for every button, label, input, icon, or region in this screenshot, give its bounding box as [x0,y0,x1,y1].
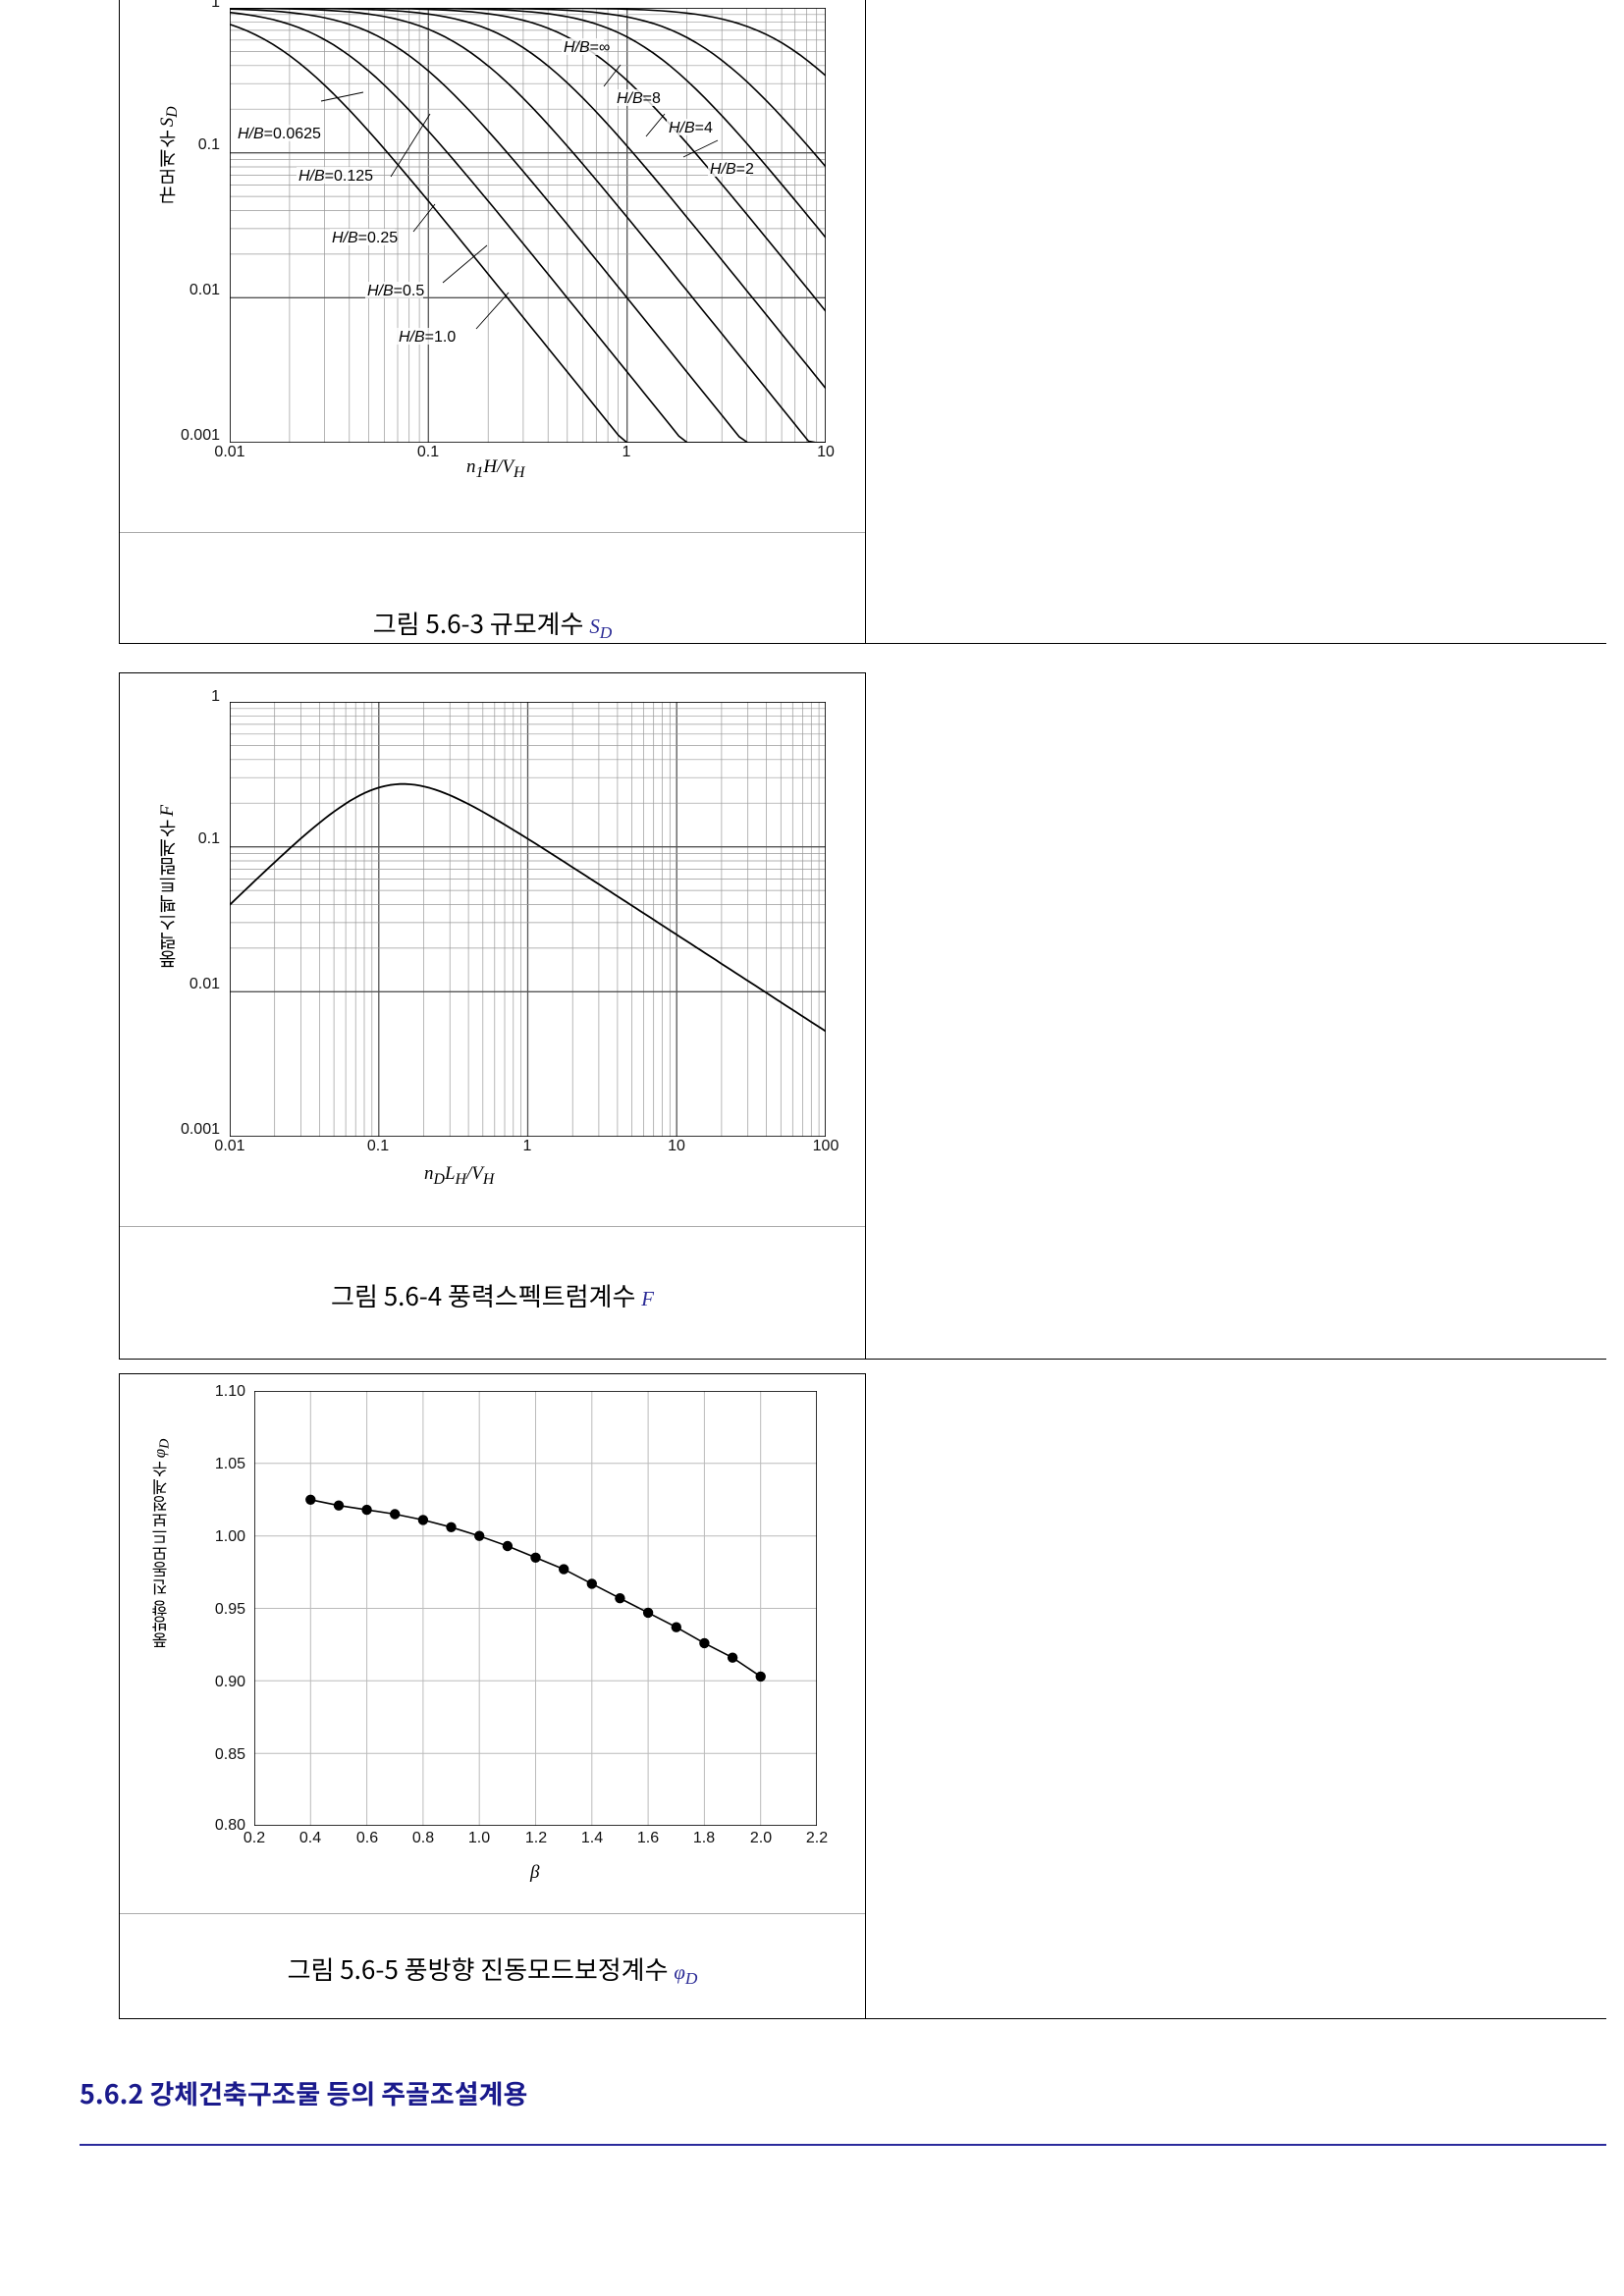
svg-text:H/B=∞: H/B=∞ [564,39,610,56]
svg-text:H/B=8: H/B=8 [617,90,661,107]
svg-text:H/B=2: H/B=2 [710,161,754,178]
svg-text:H/B=0.0625: H/B=0.0625 [238,126,321,142]
svg-text:H/B=4: H/B=4 [669,120,713,136]
svg-text:H/B=0.5: H/B=0.5 [367,283,424,299]
svg-text:H/B=0.125: H/B=0.125 [298,168,373,185]
svg-text:H/B=1.0: H/B=1.0 [399,329,456,346]
svg-text:H/B=0.25: H/B=0.25 [332,230,398,246]
